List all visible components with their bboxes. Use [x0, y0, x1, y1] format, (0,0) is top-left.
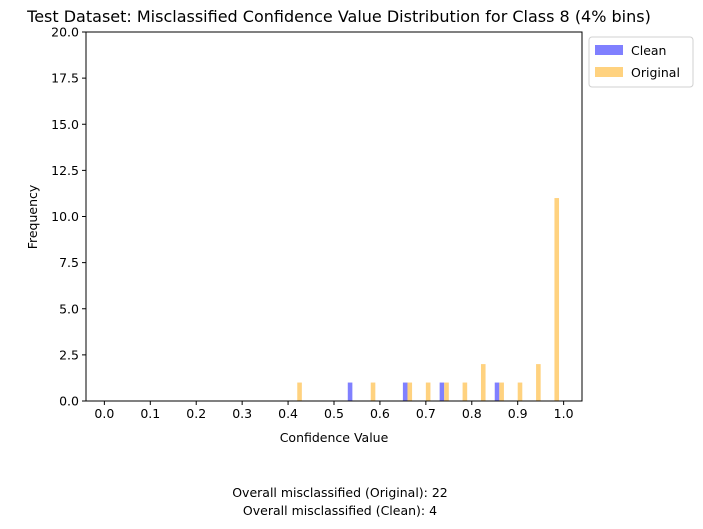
bar-clean-1 [402, 382, 408, 401]
bar-original-3 [425, 382, 431, 401]
footer-original-count: Overall misclassified (Original): 22 [232, 485, 448, 500]
bar-original-1 [370, 382, 376, 401]
bar-original-4 [444, 382, 449, 401]
y-tick-label-7: 17.5 [51, 71, 79, 86]
legend: Clean Original [588, 36, 694, 88]
bar-clean-3 [494, 382, 500, 401]
legend-label-clean: Clean [631, 43, 666, 58]
x-tick-label-10: 1.0 [554, 406, 574, 421]
x-tick-label-5: 0.5 [324, 406, 344, 421]
y-tick-label-2: 5.0 [59, 301, 79, 316]
histogram-chart: Test Dataset: Misclassified Confidence V… [25, 7, 694, 445]
bar-original-5 [462, 382, 468, 401]
y-axis-label: Frequency [25, 184, 40, 249]
x-tick-label-2: 0.2 [186, 406, 206, 421]
legend-swatch-clean [595, 45, 623, 55]
y-tick-label-0: 0.0 [59, 394, 79, 409]
x-tick-label-4: 0.4 [278, 406, 298, 421]
y-tick-label-6: 15.0 [51, 117, 79, 132]
x-axis-label: Confidence Value [280, 430, 389, 445]
bar-clean-2 [439, 382, 445, 401]
x-tick-label-7: 0.7 [416, 406, 436, 421]
bars-group [297, 198, 560, 401]
x-tick-label-1: 0.1 [140, 406, 160, 421]
x-tick-label-0: 0.0 [94, 406, 114, 421]
y-tick-label-8: 20.0 [51, 25, 79, 40]
bar-original-9 [536, 364, 541, 401]
bar-original-8 [517, 382, 523, 401]
y-tick-label-4: 10.0 [51, 209, 79, 224]
footer-clean-count: Overall misclassified (Clean): 4 [242, 503, 438, 518]
x-tick-label-8: 0.8 [462, 406, 482, 421]
y-tick-label-5: 12.5 [51, 163, 79, 178]
bar-original-2 [407, 382, 413, 401]
bar-original-7 [499, 382, 504, 401]
bar-original-6 [480, 364, 486, 401]
bar-clean-0 [347, 382, 353, 401]
x-tick-label-6: 0.6 [370, 406, 390, 421]
chart-title: Test Dataset: Misclassified Confidence V… [26, 7, 651, 26]
x-tick-label-3: 0.3 [232, 406, 252, 421]
y-tick-label-3: 7.5 [59, 255, 79, 270]
bar-original-0 [297, 382, 302, 401]
bar-original-10 [554, 198, 560, 401]
legend-swatch-original [595, 67, 623, 77]
legend-label-original: Original [631, 65, 680, 80]
plot-frame [85, 31, 583, 402]
x-tick-label-9: 0.9 [508, 406, 528, 421]
y-tick-label-1: 2.5 [59, 347, 79, 362]
axes-group: 0.0 0.1 0.2 0.3 0.4 0.5 0.6 0.7 0.8 0.9 1.0 0.0 2.5 5… [51, 25, 583, 421]
